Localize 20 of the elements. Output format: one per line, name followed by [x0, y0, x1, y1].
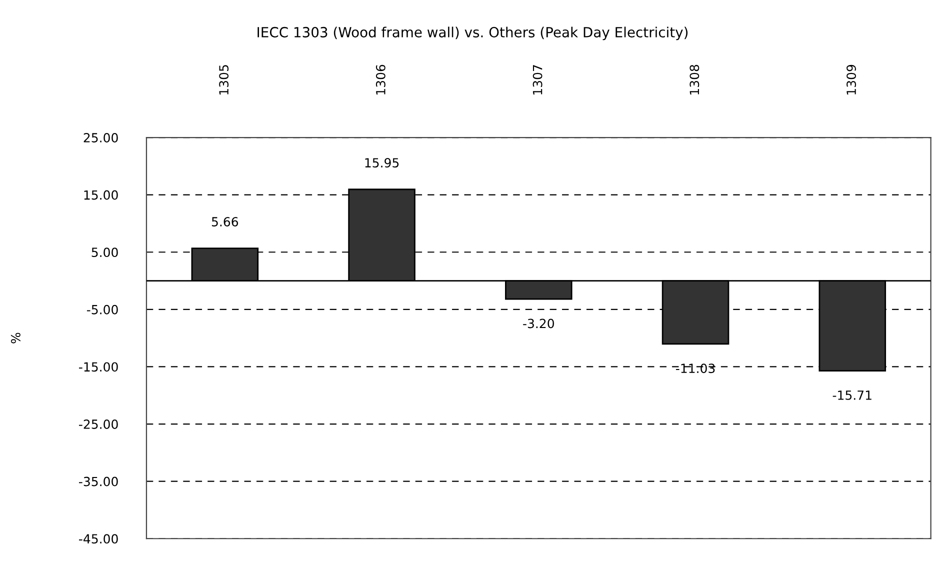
data-label: 15.95 — [365, 158, 399, 168]
y-tick-label: -45.00 — [79, 534, 118, 544]
x-tick-label: 1306 — [376, 64, 386, 94]
y-tick-label: 5.00 — [92, 248, 118, 258]
chart-title: IECC 1303 (Wood frame wall) vs. Others (Peak Day Electricity) — [258, 26, 688, 40]
x-tick-label: 1308 — [690, 64, 700, 94]
data-label: -15.71 — [832, 390, 872, 400]
data-label: -11.03 — [676, 364, 715, 374]
y-tick-label: -25.00 — [79, 419, 118, 429]
data-label: -3.20 — [523, 318, 554, 328]
y-tick-label: -5.00 — [86, 304, 118, 314]
data-label: 5.66 — [212, 217, 238, 226]
x-tick-label: 1305 — [219, 65, 229, 94]
y-tick-label: 25.00 — [84, 132, 118, 142]
y-axis-title: % — [10, 332, 20, 344]
x-tick-label: 1307 — [532, 65, 542, 94]
y-tick-label: 15.00 — [84, 190, 118, 200]
x-tick-label: 1309 — [846, 64, 856, 94]
y-tick-label: -15.00 — [79, 362, 118, 372]
y-tick-label: -35.00 — [79, 476, 118, 486]
